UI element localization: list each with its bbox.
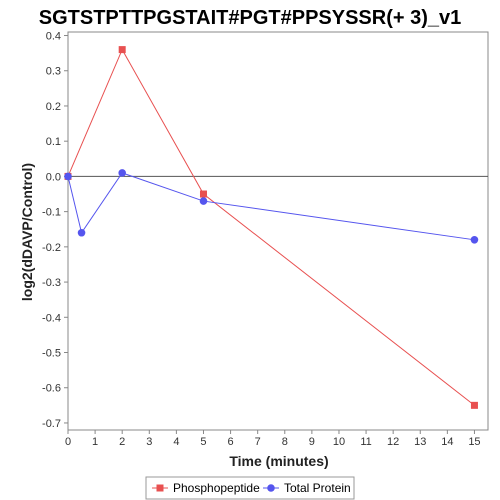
series-line-0 <box>67 48 475 406</box>
y-tick-label: -0.7 <box>42 418 61 430</box>
y-tick-label: -0.6 <box>42 383 61 395</box>
x-tick-label: 6 <box>228 436 234 448</box>
x-tick-label: 9 <box>309 436 315 448</box>
data-point-1 <box>77 228 86 237</box>
chart-title: SGTSTPTTPGSTAIT#PGT#PPSYSSR(+ 3)_v1 <box>39 7 462 29</box>
y-tick-label: -0.2 <box>42 242 61 254</box>
x-tick-label: 12 <box>387 436 399 448</box>
data-point-1 <box>470 236 479 244</box>
y-tick-label: 0.2 <box>46 101 61 113</box>
y-tick-label: 0.4 <box>46 31 61 43</box>
x-tick-label: 7 <box>255 436 261 448</box>
x-tick-label: 15 <box>468 436 480 448</box>
x-tick-label: 14 <box>441 436 453 448</box>
data-point-1 <box>199 197 208 205</box>
x-tick-label: 2 <box>119 436 125 448</box>
y-tick-label: 0.1 <box>46 136 61 148</box>
x-tick-label: 11 <box>360 436 371 448</box>
x-tick-label: 13 <box>414 436 426 448</box>
x-tick-label: 5 <box>200 436 206 448</box>
data-point-1 <box>64 172 72 181</box>
y-tick-label: -0.1 <box>42 207 61 219</box>
y-tick-label: 0.0 <box>46 171 61 183</box>
data-point-0 <box>118 46 126 54</box>
data-point-0 <box>199 190 207 198</box>
legend-label-1: Total Protein <box>284 481 351 495</box>
y-tick-label: -0.4 <box>42 312 61 324</box>
legend-box <box>145 476 355 500</box>
x-axis-label: Time (minutes) <box>229 453 328 469</box>
x-tick-label: 10 <box>333 436 345 448</box>
legend-label-0: Phosphopeptide <box>173 481 260 495</box>
y-tick-label: 0.3 <box>46 66 61 78</box>
y-axis-label: log2(dDAVP/Control) <box>19 163 35 301</box>
x-tick-label: 8 <box>282 436 288 448</box>
legend-marker-0 <box>156 484 164 492</box>
data-point-0 <box>470 401 478 409</box>
y-tick-label: -0.5 <box>42 348 61 360</box>
plot-area <box>67 31 489 431</box>
x-tick-label: 0 <box>65 436 71 448</box>
x-tick-label: 4 <box>173 436 179 448</box>
x-tick-label: 1 <box>92 436 98 448</box>
x-tick-label: 3 <box>146 436 152 448</box>
y-tick-label: -0.3 <box>42 277 61 289</box>
data-point-1 <box>118 169 126 177</box>
legend-marker-1 <box>267 484 275 492</box>
